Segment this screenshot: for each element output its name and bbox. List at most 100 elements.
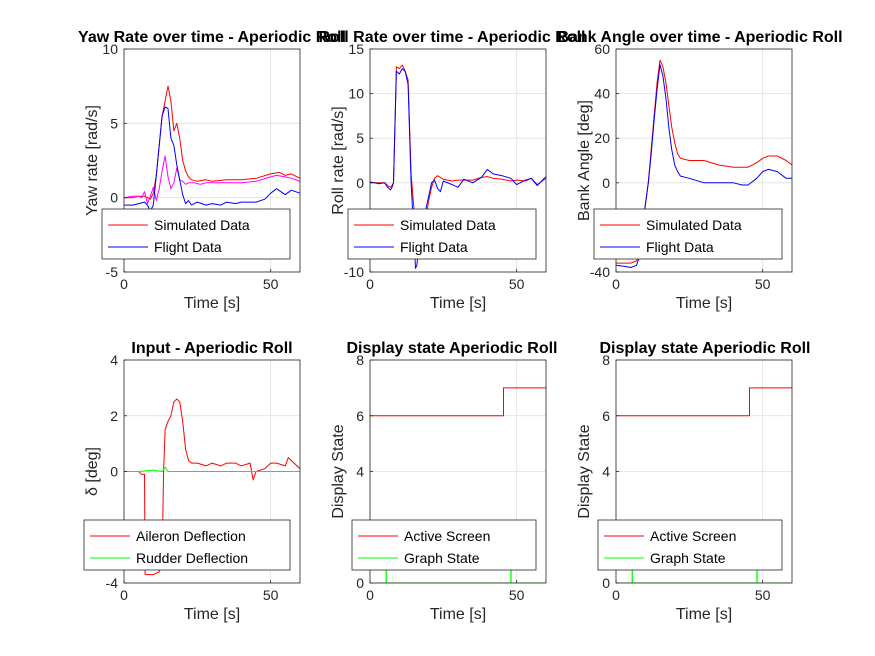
legend-entry: Rudder Deflection (136, 550, 248, 566)
legend-entry: Flight Data (400, 239, 468, 255)
series-line-rudder-deflection (124, 466, 300, 472)
y-tick-label: -40 (590, 264, 610, 280)
x-tick-label: 50 (263, 587, 279, 603)
x-axis-label: Time [s] (676, 606, 732, 623)
axes-box (123, 48, 301, 273)
chart-title: Bank Angle over time - Aperiodic Roll (557, 29, 842, 46)
x-axis-label: Time [s] (184, 295, 240, 312)
series-line-graph-state (370, 568, 546, 583)
y-axis-label: Display State (576, 424, 593, 518)
series-line-simulated-data (124, 85, 300, 200)
chart-title: Display state Aperiodic Roll (346, 340, 557, 357)
legend-entry: Graph State (404, 550, 480, 566)
chart-title: Roll Rate over time - Aperiodic Roll (318, 29, 585, 46)
series-line-active-screen (616, 387, 792, 417)
legend-entry: Simulated Data (646, 217, 742, 233)
x-tick-label: 50 (263, 276, 279, 292)
y-tick-label: 0 (356, 575, 364, 591)
legend-entry: Active Screen (404, 528, 490, 544)
x-tick-label: 50 (755, 587, 771, 603)
chart-title: Yaw Rate over time - Aperiodic Roll (78, 29, 346, 46)
legend-entry: Simulated Data (400, 217, 496, 233)
y-tick-label: -5 (106, 264, 119, 280)
y-tick-label: 20 (594, 130, 610, 146)
y-axis-label: Bank Angle [deg] (576, 100, 593, 221)
legend-box (597, 519, 783, 571)
legend: Simulated Data Flight Data (347, 208, 537, 260)
y-axis-label: δ [deg] (84, 447, 101, 496)
x-axis-label: Time [s] (676, 295, 732, 312)
legend-entry: Simulated Data (154, 217, 250, 233)
series-group (124, 85, 300, 212)
legend-entry: Graph State (650, 550, 726, 566)
legend: Active Screen Graph State (351, 519, 537, 571)
chart-title: Display state Aperiodic Roll (599, 340, 810, 357)
y-tick-label: 4 (356, 464, 364, 480)
legend: Aileron Deflection Rudder Deflection (83, 519, 291, 571)
series-line-flight-data (124, 106, 300, 212)
axes-box (369, 48, 547, 273)
series-group (616, 387, 792, 583)
series-line-active-screen (370, 387, 546, 417)
y-tick-label: 10 (348, 86, 364, 102)
x-tick-label: 50 (509, 587, 525, 603)
y-axis-label: Display State (330, 424, 347, 518)
y-tick-label: 2 (110, 408, 118, 424)
x-tick-label: 0 (120, 276, 128, 292)
series-group (124, 398, 300, 576)
x-tick-label: 50 (755, 276, 771, 292)
x-tick-label: 0 (366, 276, 374, 292)
legend-entry: Flight Data (646, 239, 714, 255)
legend: Simulated Data Flight Data (593, 208, 783, 260)
y-tick-label: 60 (594, 41, 610, 57)
y-tick-label: -4 (106, 575, 119, 591)
axes-box (615, 48, 793, 273)
y-tick-label: 5 (356, 130, 364, 146)
y-tick-label: 6 (356, 408, 364, 424)
y-tick-label: 5 (110, 115, 118, 131)
y-tick-label: 0 (110, 190, 118, 206)
y-tick-label: -10 (344, 264, 364, 280)
y-tick-label: 10 (102, 41, 118, 57)
x-tick-label: 50 (509, 276, 525, 292)
legend-box (101, 208, 291, 260)
series-group (370, 64, 546, 269)
y-tick-label: 0 (602, 575, 610, 591)
x-tick-label: 0 (612, 276, 620, 292)
legend-box (83, 519, 291, 571)
y-tick-label: 8 (602, 352, 610, 368)
legend-box (593, 208, 783, 260)
legend-box (347, 208, 537, 260)
y-tick-label: 0 (110, 464, 118, 480)
legend: Simulated Data Flight Data (101, 208, 291, 260)
series-line-aileron-deflection (124, 398, 300, 576)
x-axis-label: Time [s] (430, 295, 486, 312)
x-axis-label: Time [s] (430, 606, 486, 623)
x-tick-label: 0 (612, 587, 620, 603)
x-axis-label: Time [s] (184, 606, 240, 623)
legend: Active Screen Graph State (597, 519, 783, 571)
legend-entry: Aileron Deflection (136, 528, 246, 544)
series-group (370, 387, 546, 583)
y-tick-label: 0 (356, 175, 364, 191)
x-tick-label: 0 (120, 587, 128, 603)
y-tick-label: 6 (602, 408, 610, 424)
y-axis-label: Roll rate [rad/s] (330, 106, 347, 214)
series-line-flight-data (370, 68, 546, 269)
legend-box (351, 519, 537, 571)
x-tick-label: 0 (366, 587, 374, 603)
y-tick-label: 15 (348, 41, 364, 57)
series-line-graph-state (616, 568, 792, 583)
legend-entry: Flight Data (154, 239, 222, 255)
y-tick-label: 40 (594, 86, 610, 102)
y-tick-label: 8 (356, 352, 364, 368)
legend-entry: Active Screen (650, 528, 736, 544)
